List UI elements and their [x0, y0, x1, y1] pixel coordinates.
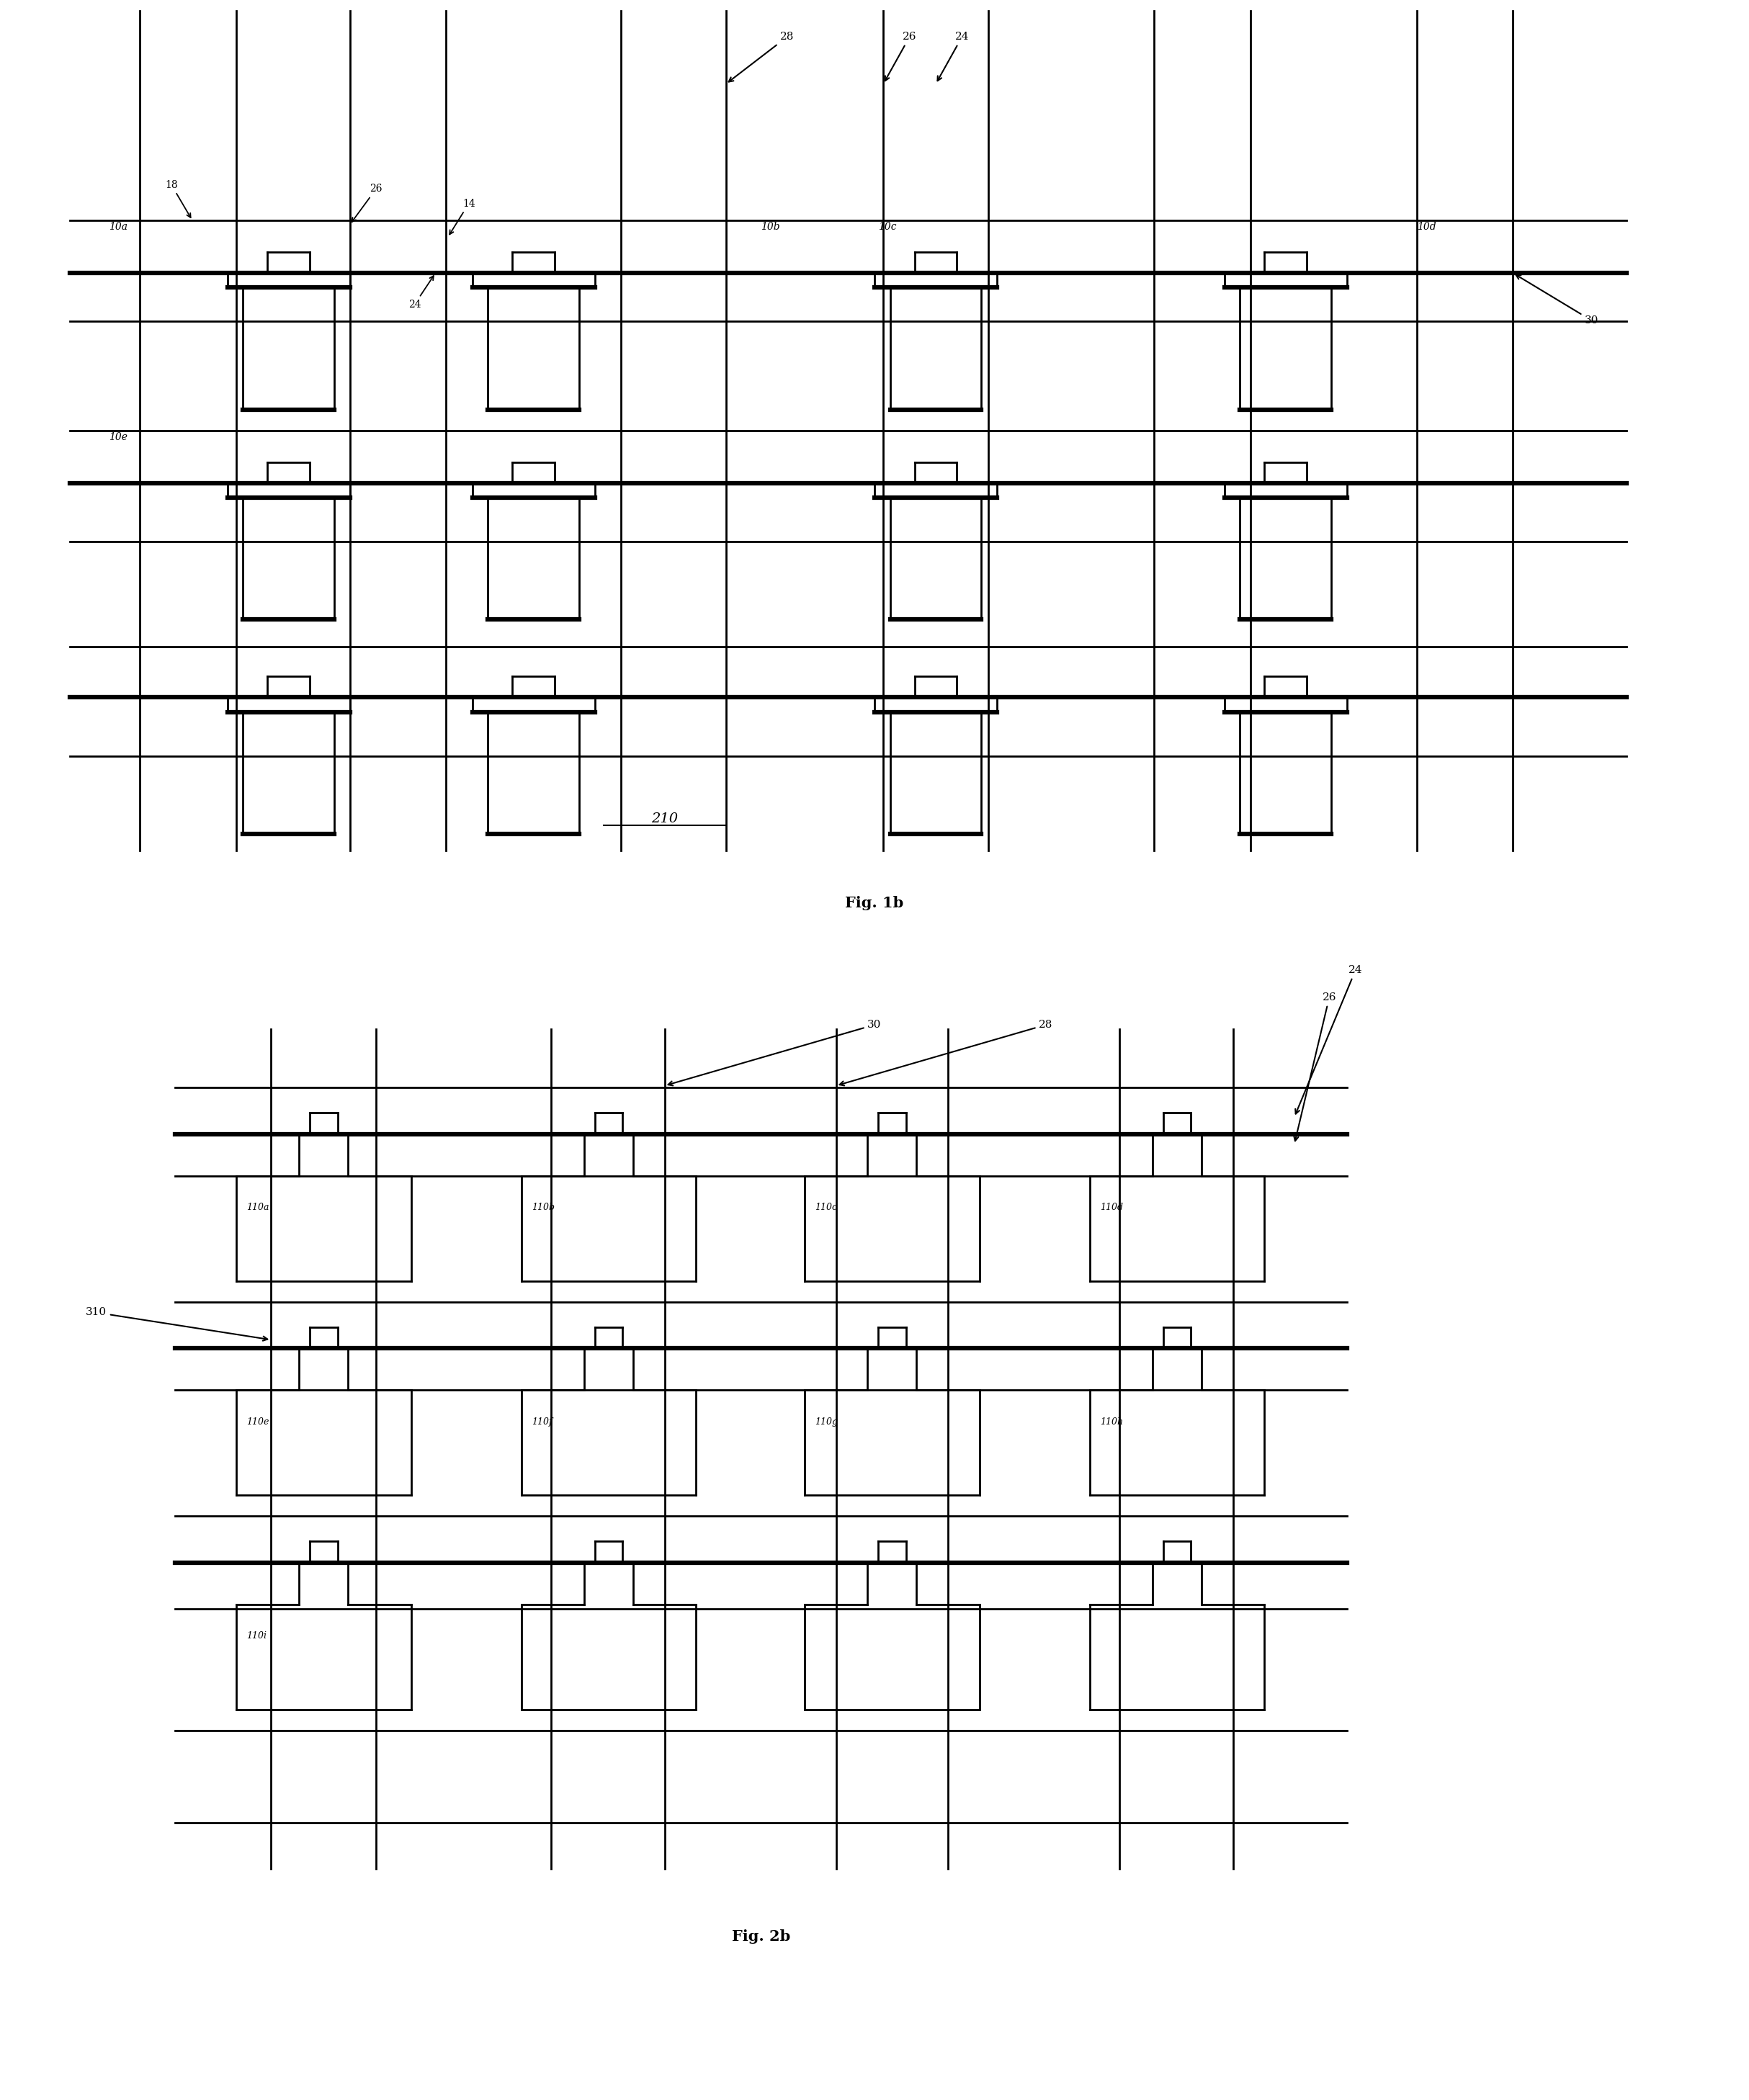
Text: 110g: 110g	[815, 1418, 838, 1426]
Text: 10a: 10a	[108, 223, 128, 231]
Text: 24: 24	[937, 32, 969, 80]
Text: 110e: 110e	[247, 1418, 269, 1426]
Text: 110i: 110i	[247, 1632, 268, 1640]
Text: 210: 210	[651, 813, 679, 825]
Text: 14: 14	[449, 200, 476, 235]
Text: 310: 310	[86, 1308, 268, 1340]
Text: 24: 24	[408, 275, 434, 309]
Text: 24: 24	[1296, 966, 1362, 1113]
Text: 10b: 10b	[761, 223, 780, 231]
Text: 30: 30	[1516, 275, 1599, 326]
Text: Fig. 2b: Fig. 2b	[731, 1930, 791, 1943]
Text: 110f: 110f	[532, 1418, 553, 1426]
Text: 28: 28	[840, 1021, 1053, 1086]
Text: Fig. 1b: Fig. 1b	[845, 897, 904, 909]
Text: 110a: 110a	[247, 1203, 269, 1212]
Text: 26: 26	[1294, 993, 1336, 1140]
Text: 110b: 110b	[532, 1203, 554, 1212]
Text: 110h: 110h	[1100, 1418, 1123, 1426]
Text: 30: 30	[668, 1021, 881, 1086]
Text: 28: 28	[729, 32, 794, 82]
Text: 18: 18	[164, 181, 191, 218]
Text: 110d: 110d	[1100, 1203, 1123, 1212]
Text: 10d: 10d	[1417, 223, 1436, 231]
Text: 26: 26	[885, 32, 916, 80]
Text: 26: 26	[352, 185, 383, 223]
Text: 10c: 10c	[878, 223, 897, 231]
Text: 110c: 110c	[815, 1203, 838, 1212]
Text: 10e: 10e	[108, 433, 128, 441]
